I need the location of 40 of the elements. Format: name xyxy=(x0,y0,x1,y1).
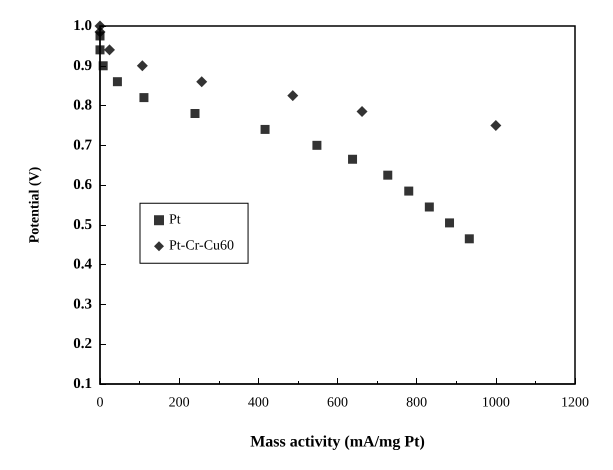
y-tick-label: 0.8 xyxy=(73,98,92,114)
point xyxy=(96,45,104,54)
point xyxy=(348,154,358,164)
point xyxy=(404,186,414,196)
y-tick-label: 0.4 xyxy=(73,256,92,273)
point xyxy=(104,44,115,56)
point xyxy=(445,218,454,228)
x-tick-label: 1200 xyxy=(561,396,589,410)
y-axis-title: Potential (V) xyxy=(28,166,42,244)
y-tick-label: 0.9 xyxy=(73,58,92,74)
y-tick-label: 0.3 xyxy=(73,296,92,312)
x-tick-label: 600 xyxy=(327,396,348,410)
x-tick-label: 200 xyxy=(168,396,190,410)
y-tick-label: 0.2 xyxy=(73,336,92,352)
point xyxy=(287,90,298,102)
point xyxy=(98,61,108,70)
y-tick-label: 0.5 xyxy=(73,216,92,233)
point xyxy=(112,77,122,86)
legend-label: Pt-Cr-Cu60 xyxy=(169,238,234,254)
point xyxy=(312,140,322,150)
x-axis-title: Mass activity (mA/mg Pt) xyxy=(250,434,425,450)
point xyxy=(139,93,148,102)
x-tick-label: 0 xyxy=(96,396,104,410)
y-tick-label: 0.7 xyxy=(73,137,92,154)
point xyxy=(356,106,368,118)
point xyxy=(190,109,200,118)
point xyxy=(196,76,208,88)
y-tick-label: 1.0 xyxy=(73,18,92,34)
y-tick-label: 0.6 xyxy=(73,177,92,194)
point xyxy=(490,120,502,131)
point xyxy=(424,202,434,212)
point xyxy=(383,170,392,180)
point xyxy=(260,124,270,134)
legend-label: Pt xyxy=(169,212,181,228)
x-tick-label: 800 xyxy=(406,396,428,410)
point xyxy=(136,60,148,72)
y-tick-label: 0.1 xyxy=(73,376,92,392)
x-tick-label: 400 xyxy=(248,396,269,410)
point xyxy=(464,234,474,244)
x-tick-label: 1000 xyxy=(482,396,510,410)
